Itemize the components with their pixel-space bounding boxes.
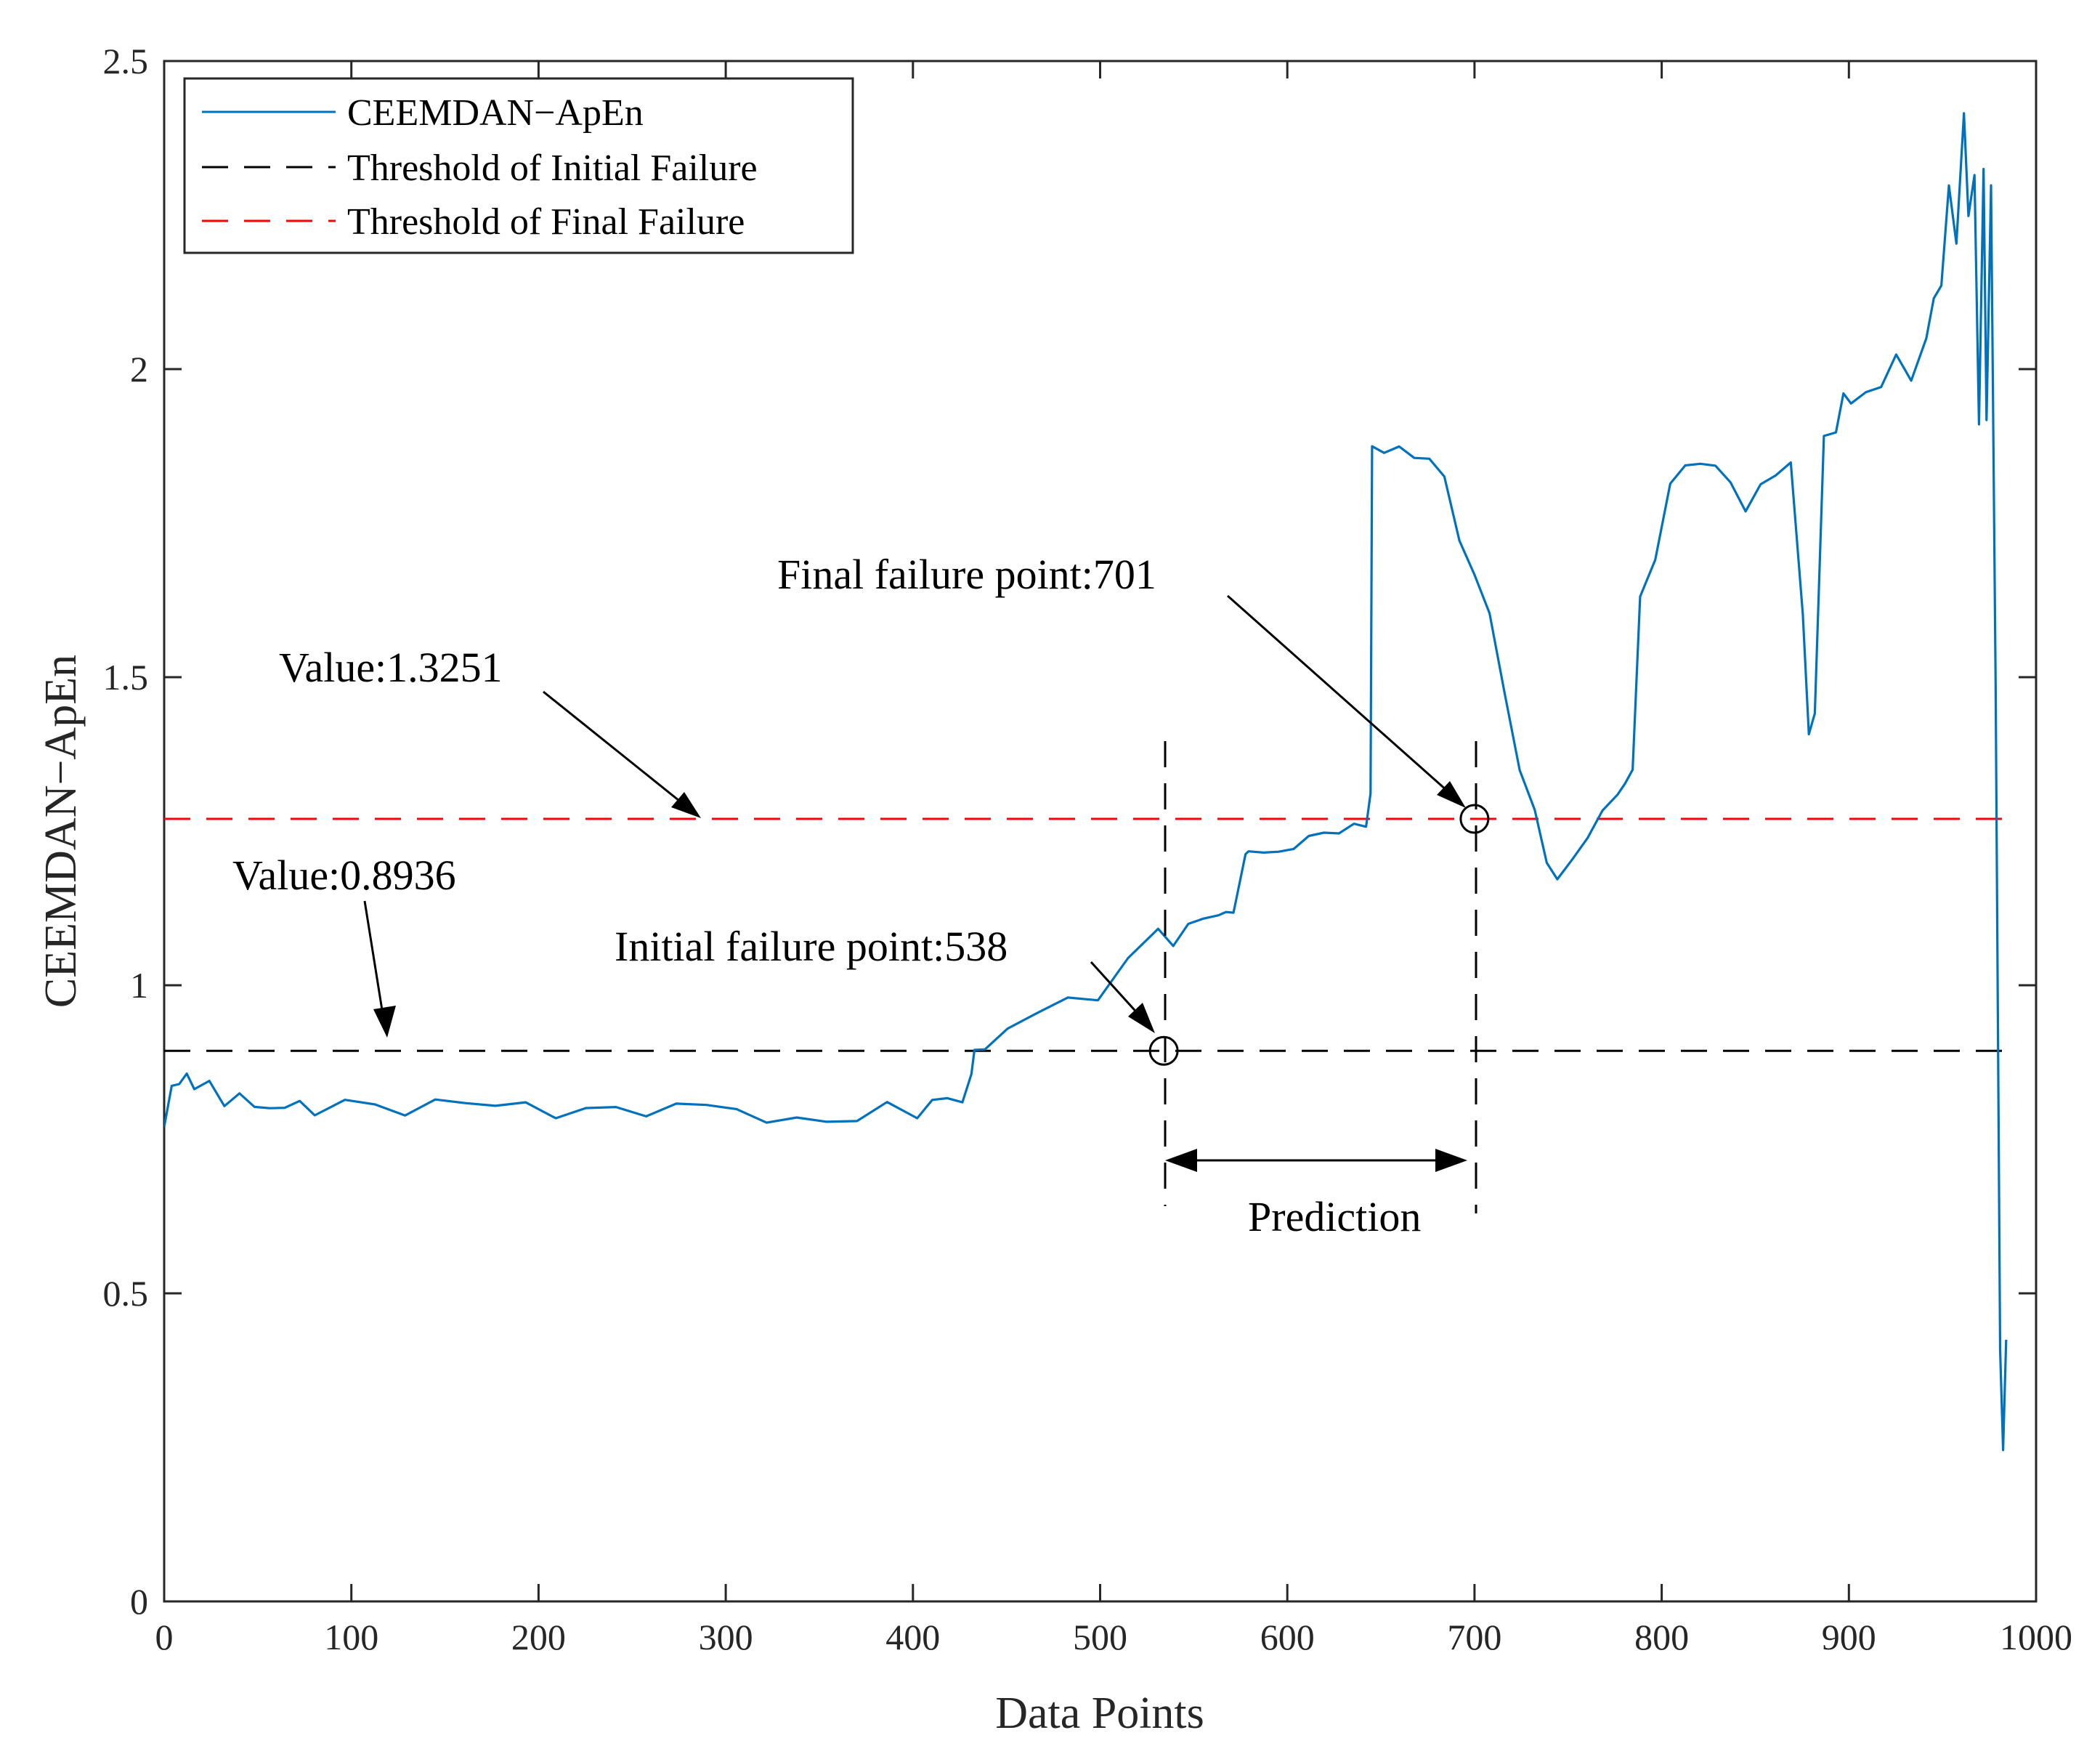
x-tick-label: 900 <box>1822 1617 1876 1657</box>
legend-label-ceemdan: CEEMDAN−ApEn <box>347 92 644 134</box>
x-axis-title: Data Points <box>995 1689 1204 1738</box>
initial-failure-arrowhead <box>1128 1003 1155 1033</box>
value-1-3251-arrowhead <box>671 792 701 818</box>
value-0-8936-arrow <box>363 900 386 1029</box>
x-tick-label: 200 <box>511 1617 566 1657</box>
threshold-lines <box>164 817 2006 1052</box>
arrow-heads <box>373 781 1467 1172</box>
legend: CEEMDAN−ApEn Threshold of Initial Failur… <box>183 77 854 254</box>
y-tick-label: 2 <box>130 349 148 389</box>
final-failure-arrowhead <box>1437 781 1466 808</box>
y-tick-label: 0 <box>130 1581 148 1622</box>
legend-label-final-threshold: Threshold of Final Failure <box>347 201 745 243</box>
y-axis-title: CEEMDAN−ApEn <box>36 655 86 1008</box>
series-layer <box>164 112 2008 1452</box>
x-tick-label: 700 <box>1447 1617 1501 1657</box>
y-tick-label: 0.5 <box>103 1273 149 1314</box>
legend-label-initial-threshold: Threshold of Initial Failure <box>347 147 758 189</box>
x-tick-label: 400 <box>885 1617 940 1657</box>
x-tick-label: 0 <box>155 1617 174 1657</box>
annotation-graphics <box>363 594 1477 1213</box>
x-tick-label: 500 <box>1073 1617 1127 1657</box>
prediction-right-arrowhead <box>1435 1149 1467 1172</box>
value-0-8936-label: Value:0.8936 <box>232 852 456 899</box>
value-1-3251-label: Value:1.3251 <box>279 644 503 691</box>
annotations: Final failure point:701 Value:1.3251 Val… <box>232 551 1421 1240</box>
final-failure-arrow <box>1227 594 1461 804</box>
final-failure-marker <box>1459 804 1490 834</box>
prediction-label: Prediction <box>1248 1193 1421 1240</box>
y-tick-label: 1 <box>130 965 148 1006</box>
initial-failure-label: Initial failure point:538 <box>615 923 1008 970</box>
value-0-8936-arrowhead <box>373 1006 396 1038</box>
x-tick-label: 100 <box>324 1617 378 1657</box>
series-line-ceemdan-apen <box>164 112 2008 1452</box>
legend-box <box>183 77 854 254</box>
y-tick-label: 1.5 <box>103 657 149 698</box>
value-1-3251-arrow <box>543 690 691 811</box>
x-tick-label: 800 <box>1634 1617 1689 1657</box>
final-failure-label: Final failure point:701 <box>777 551 1156 598</box>
x-tick-label: 1000 <box>2000 1617 2072 1657</box>
x-tick-label: 600 <box>1260 1617 1315 1657</box>
ticks: 0 100 200 300 400 500 600 700 800 900 1000 0 0.5 1 1.5… <box>103 41 2073 1657</box>
initial-failure-marker <box>1148 1035 1179 1066</box>
x-tick-label: 300 <box>699 1617 753 1657</box>
failure-markers <box>1148 804 1490 1066</box>
plot-area <box>163 60 2038 1603</box>
prediction-left-arrowhead <box>1165 1149 1197 1172</box>
y-tick-label: 2.5 <box>103 41 149 81</box>
